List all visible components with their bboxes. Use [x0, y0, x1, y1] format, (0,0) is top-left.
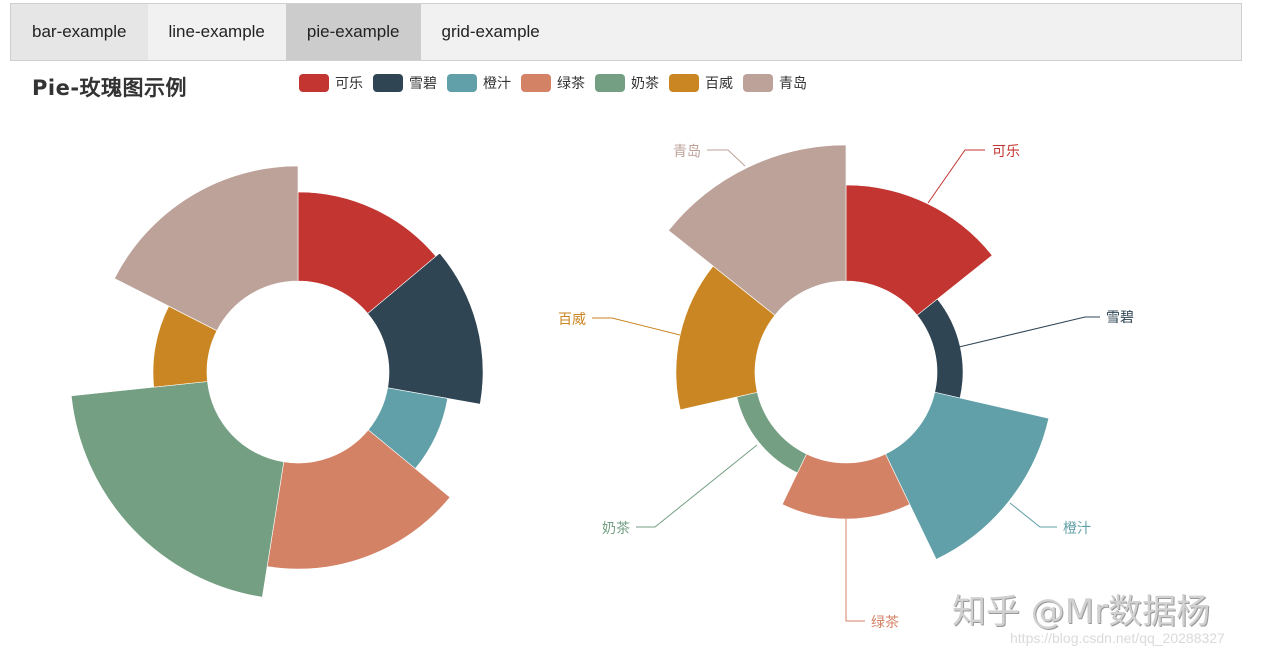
- legend-swatch: [299, 74, 329, 92]
- legend-item-green-tea[interactable]: 绿茶: [521, 73, 585, 93]
- label-line: [592, 317, 681, 336]
- legend-label: 橙汁: [483, 76, 511, 92]
- legend-item-orange-juice[interactable]: 橙汁: [447, 73, 511, 93]
- legend-label: 绿茶: [557, 76, 585, 92]
- legend-label: 奶茶: [631, 76, 659, 92]
- pie-slice-4[interactable]: [736, 391, 807, 474]
- label-line: [958, 316, 1100, 348]
- rose-pie-radius: [70, 165, 484, 598]
- legend-item-tsingtao[interactable]: 青岛: [743, 73, 807, 93]
- slice-label: 青岛: [673, 144, 701, 160]
- slice-label: 雪碧: [1106, 310, 1134, 326]
- legend-swatch: [669, 74, 699, 92]
- pie-slice-1[interactable]: [916, 298, 964, 399]
- slice-label: 可乐: [992, 144, 1020, 160]
- pie-slice-0[interactable]: [845, 184, 993, 316]
- tab-pie-example[interactable]: pie-example: [285, 4, 421, 60]
- pie-slice-6[interactable]: [668, 144, 847, 316]
- watermark-url: https://blog.csdn.net/qq_20288327: [1010, 630, 1225, 646]
- legend-item-sprite[interactable]: 雪碧: [373, 73, 437, 93]
- pie-slice-0[interactable]: [297, 191, 437, 314]
- legend-item-cola[interactable]: 可乐: [299, 73, 363, 93]
- label-line: [1009, 502, 1057, 528]
- legend-swatch: [743, 74, 773, 92]
- chart-legend: 可乐 雪碧 橙汁 绿茶 奶茶 百威 青岛: [299, 73, 817, 93]
- legend-label: 青岛: [779, 76, 807, 92]
- legend-swatch: [447, 74, 477, 92]
- legend-label: 可乐: [335, 76, 363, 92]
- legend-label: 百威: [705, 76, 733, 92]
- slice-label: 奶茶: [602, 521, 630, 537]
- legend-swatch: [373, 74, 403, 92]
- label-line: [707, 149, 746, 167]
- slice-label: 百威: [558, 312, 586, 328]
- slice-label: 绿茶: [871, 615, 899, 631]
- legend-item-budweiser[interactable]: 百威: [669, 73, 733, 93]
- watermark: 知乎 @Mr数据杨: [952, 592, 1211, 632]
- tab-grid-example[interactable]: grid-example: [441, 22, 540, 41]
- label-line: [845, 519, 865, 622]
- legend-swatch: [521, 74, 551, 92]
- slice-label: 橙汁: [1063, 521, 1091, 537]
- pie-slice-2[interactable]: [885, 391, 1050, 560]
- legend-label: 雪碧: [409, 76, 437, 92]
- pie-slice-3[interactable]: [266, 429, 451, 570]
- chart-title: Pie-玫瑰图示例: [32, 76, 188, 100]
- tab-bar-example[interactable]: bar-example: [11, 4, 148, 60]
- label-line: [927, 149, 985, 204]
- pie-slice-4[interactable]: [70, 381, 285, 598]
- pie-slice-6[interactable]: [114, 165, 299, 332]
- label-line: [636, 444, 758, 528]
- tab-bar: bar-example line-example pie-example gri…: [10, 3, 1242, 61]
- legend-swatch: [595, 74, 625, 92]
- pie-slice-1[interactable]: [367, 252, 484, 405]
- legend-item-milk-tea[interactable]: 奶茶: [595, 73, 659, 93]
- tab-line-example[interactable]: line-example: [168, 22, 265, 41]
- pie-slice-3[interactable]: [781, 453, 911, 520]
